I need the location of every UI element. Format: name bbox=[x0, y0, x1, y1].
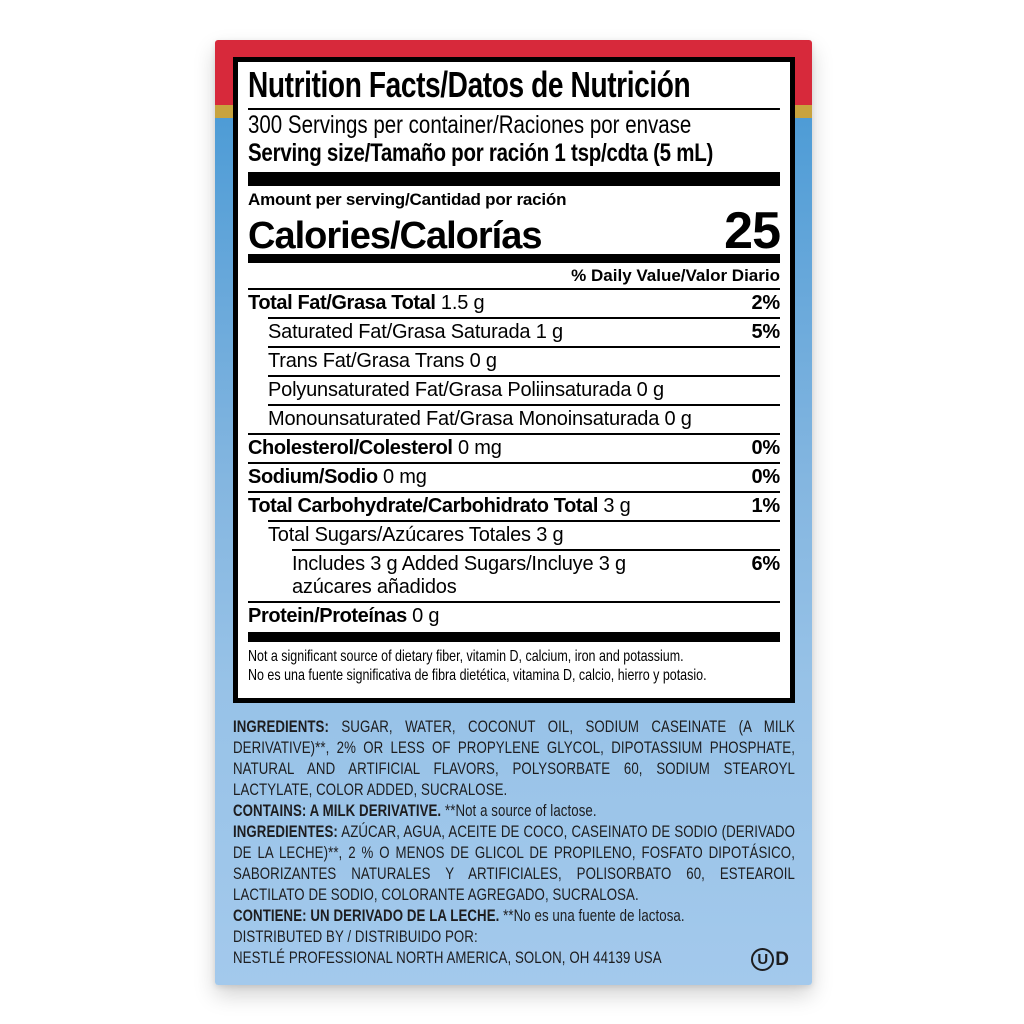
nutrient-row: Polyunsaturated Fat/Grasa Poliinsaturada… bbox=[268, 375, 780, 404]
ingredients-en-body: SUGAR, WATER, COCONUT OIL, SODIUM CASEIN… bbox=[233, 717, 795, 799]
nutrient-row: Monounsaturated Fat/Grasa Monoinsaturada… bbox=[268, 404, 780, 433]
contains-es-lead: CONTIENE: UN DERIVADO DE LA LECHE. bbox=[233, 906, 500, 925]
nutrient-row: Trans Fat/Grasa Trans 0 g bbox=[268, 346, 780, 375]
ingredients-section: INGREDIENTS: SUGAR, WATER, COCONUT OIL, … bbox=[233, 716, 795, 971]
kosher-dairy-symbol-icon: U D bbox=[751, 948, 789, 971]
ingredients-es-lead: INGREDIENTES: bbox=[233, 822, 338, 841]
divider-medium bbox=[248, 254, 780, 263]
divider-thick-top bbox=[248, 172, 780, 186]
distributor-block: DISTRIBUTED BY / DISTRIBUIDO POR: NESTLÉ… bbox=[233, 926, 795, 971]
nutrition-facts-title: Nutrition Facts/Datos de Nutrición bbox=[248, 65, 780, 110]
contains-en-lead: CONTAINS: A MILK DERIVATIVE. bbox=[233, 801, 442, 820]
nutrient-rows: Total Fat/Grasa Total 1.5 g 2% Saturated F… bbox=[248, 288, 780, 630]
footnote-es: No es una fuente significativa de fibra … bbox=[248, 667, 707, 684]
nutrient-row: Includes 3 g Added Sugars/Incluye 3 g azú… bbox=[292, 549, 780, 601]
distributed-by-line: DISTRIBUTED BY / DISTRIBUIDO POR: bbox=[233, 927, 478, 946]
kosher-dairy-d: D bbox=[775, 948, 789, 970]
contains-statement-es: CONTIENE: UN DERIVADO DE LA LECHE. **No … bbox=[233, 905, 795, 926]
nutrition-facts-box: Nutrition Facts/Datos de Nutrición 300 S… bbox=[233, 57, 795, 703]
nutrient-row: Saturated Fat/Grasa Saturada 1 g 5% bbox=[268, 317, 780, 346]
footnotes: Not a significant source of dietary fibe… bbox=[248, 647, 780, 685]
nutrient-row: Cholesterol/Colesterol 0 mg 0% bbox=[248, 433, 780, 462]
ingredients-en: INGREDIENTS: SUGAR, WATER, COCONUT OIL, … bbox=[233, 716, 795, 800]
nutrient-row: Total Carbohydrate/Carbohidrato Total 3 … bbox=[248, 491, 780, 520]
calories-value: 25 bbox=[724, 202, 781, 260]
ingredients-en-lead: INGREDIENTS: bbox=[233, 717, 329, 736]
calories-row: Calories/Calorías 25 bbox=[248, 202, 781, 260]
nutrient-row: Total Sugars/Azúcares Totales 3 g bbox=[268, 520, 780, 549]
daily-value-header: % Daily Value/Valor Diario bbox=[571, 266, 780, 285]
nutrient-row: Protein/Proteínas 0 g bbox=[248, 601, 780, 630]
divider-thick-bottom bbox=[248, 632, 780, 642]
nutrient-row: Total Fat/Grasa Total 1.5 g 2% bbox=[248, 288, 780, 317]
contains-statement-en: CONTAINS: A MILK DERIVATIVE. **Not a sou… bbox=[233, 800, 795, 821]
serving-size: Serving size/Tamaño por ración 1 tsp/cdt… bbox=[248, 139, 714, 167]
kosher-ou-icon: U bbox=[751, 948, 775, 971]
footnote-en: Not a significant source of dietary fibe… bbox=[248, 648, 684, 665]
ingredients-es: INGREDIENTES: AZÚCAR, AGUA, ACEITE DE CO… bbox=[233, 821, 795, 905]
ingredients-es-body: AZÚCAR, AGUA, ACEITE DE COCO, CASEINATO … bbox=[233, 822, 795, 904]
distributor-line: NESTLÉ PROFESSIONAL NORTH AMERICA, SOLON… bbox=[233, 948, 662, 967]
contains-es-note: **No es una fuente de lactosa. bbox=[503, 906, 685, 925]
nutrient-row: Sodium/Sodio 0 mg 0% bbox=[248, 462, 780, 491]
servings-per-container: 300 Servings per container/Raciones por … bbox=[248, 111, 692, 139]
contains-en-note: **Not a source of lactose. bbox=[444, 801, 597, 820]
amount-per-serving: Amount per serving/Cantidad por ración bbox=[248, 190, 567, 209]
product-label-panel: Nutrition Facts/Datos de Nutrición 300 S… bbox=[215, 40, 812, 985]
calories-label: Calories/Calorías bbox=[248, 215, 542, 257]
